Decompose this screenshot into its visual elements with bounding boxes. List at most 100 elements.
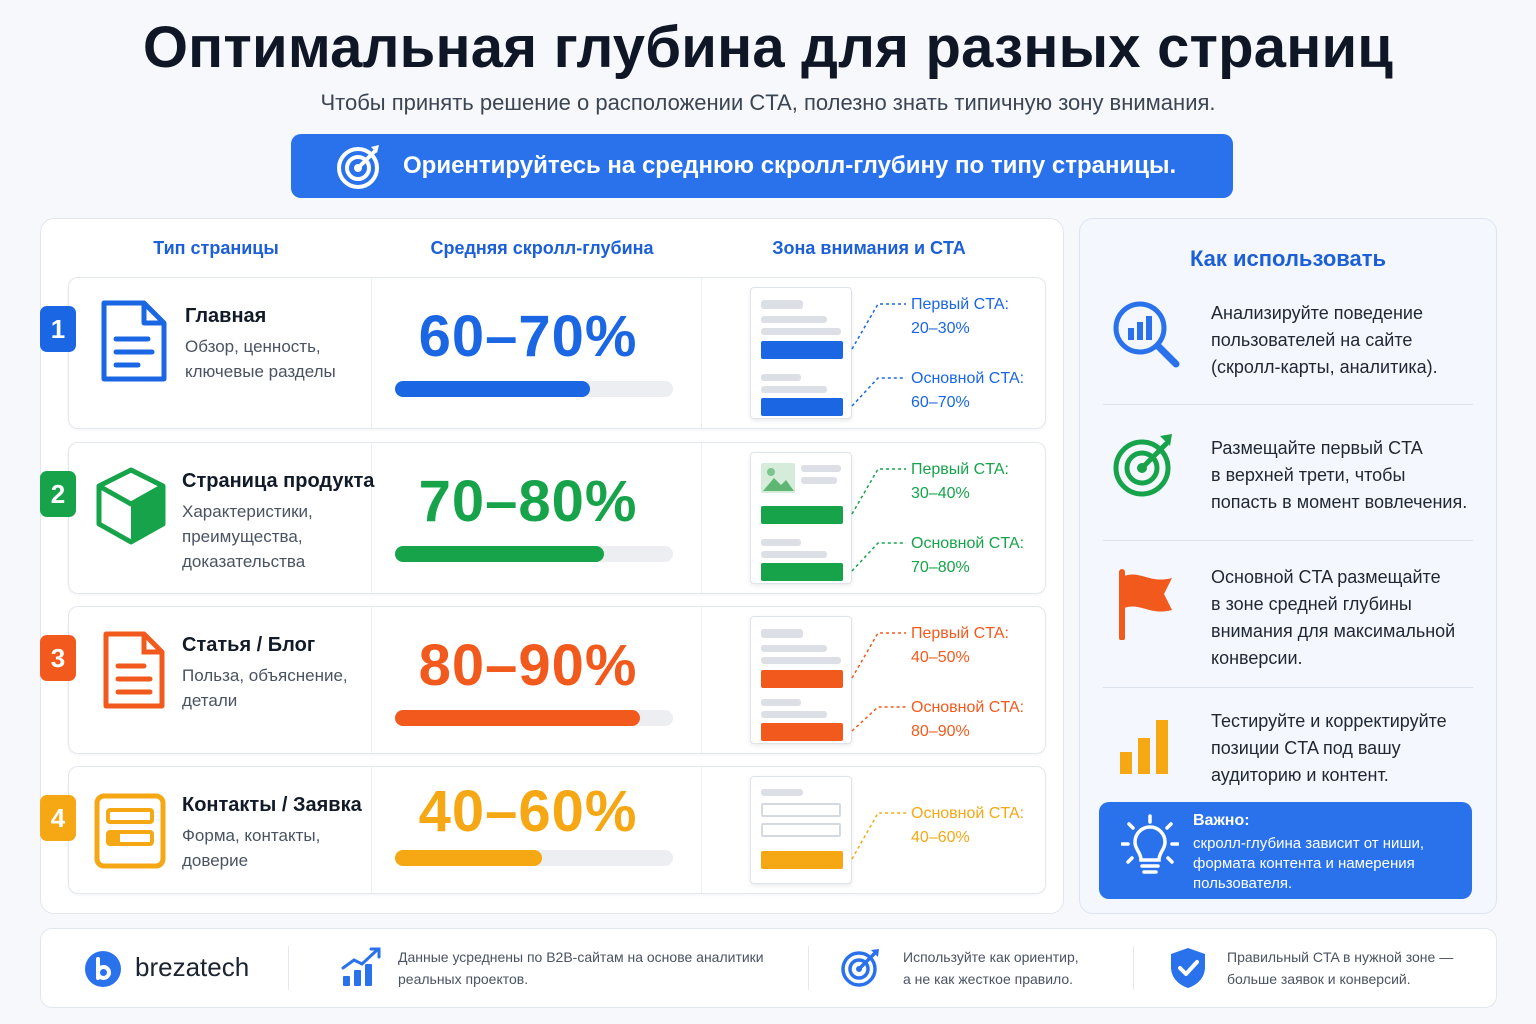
page-type-row <box>68 277 1046 429</box>
usage-tip-line: пользователей на сайте <box>1211 330 1413 350</box>
cta-name: Основной CTA: <box>911 370 1025 387</box>
important-line: формата контента и намерения <box>1193 855 1415 872</box>
column-header-depth: Средняя скролл-глубина <box>430 238 654 258</box>
scroll-depth-bar <box>395 850 673 866</box>
scroll-depth-bar-fill <box>395 546 604 562</box>
cta-block <box>761 506 843 524</box>
row-number: 3 <box>40 635 76 681</box>
scroll-depth-bar-fill <box>395 710 640 726</box>
usage-tip-line: внимания для максимальной <box>1211 621 1456 641</box>
cta-zone-label: Основной CTA: 80–90% <box>911 696 1024 744</box>
usage-tip-line: Тестируйте и корректируйте <box>1211 711 1447 731</box>
scroll-depth-bar <box>395 546 673 562</box>
description-line: преимущества, <box>182 527 303 546</box>
row-number: 4 <box>40 795 76 841</box>
page-type-name: Страница продукта <box>182 470 375 492</box>
cta-depth: 60–70% <box>911 394 970 411</box>
tip-divider <box>1103 687 1473 688</box>
page-mockup <box>750 776 852 884</box>
growth-chart-icon <box>341 947 381 986</box>
tip-divider <box>1103 404 1473 405</box>
usage-tip-line: (скролл-карты, аналитика). <box>1211 357 1438 377</box>
page-type-name: Статья / Блог <box>182 634 316 656</box>
description-line: доверие <box>182 851 249 870</box>
footer-divider <box>288 946 289 990</box>
usage-tip: Тестируйте и корректируйте позиции CTA по… <box>1211 708 1447 789</box>
important-line: скролл-глубина зависит от ниши, <box>1193 835 1425 852</box>
cta-leader-line <box>851 706 906 732</box>
cta-block <box>761 851 843 869</box>
page-mockup <box>750 616 852 744</box>
cta-name: Первый CTA: <box>911 461 1009 478</box>
usage-tip-line: конверсии. <box>1211 648 1303 668</box>
page-mockup <box>750 452 852 584</box>
document-icon <box>98 299 170 383</box>
description-line: Обзор, ценность, <box>185 337 321 356</box>
page-type-description: Характеристики, преимущества, доказательст… <box>182 499 313 574</box>
description-line: Характеристики, <box>182 502 313 521</box>
page-type-description: Обзор, ценность, ключевые разделы <box>185 334 336 384</box>
box-icon <box>95 464 167 548</box>
cta-depth: 40–50% <box>911 649 970 666</box>
image-icon <box>761 463 795 493</box>
page-type-row <box>68 442 1046 594</box>
cta-leader-line <box>851 303 906 350</box>
cta-block <box>761 670 843 688</box>
important-title: Важно: <box>1193 812 1250 829</box>
brand-name: brezatech <box>135 952 250 982</box>
cta-name: Первый CTA: <box>911 296 1009 313</box>
important-line: пользователя. <box>1193 875 1293 892</box>
usage-tip: Анализируйте поведение пользователей на с… <box>1211 300 1438 381</box>
scroll-depth-value: 70–80% <box>418 469 638 534</box>
usage-title: Как использовать <box>1189 246 1387 271</box>
scroll-depth-value: 60–70% <box>418 304 638 369</box>
row-number: 1 <box>40 306 76 352</box>
cta-name: Основной CTA: <box>911 805 1025 822</box>
scroll-depth-value: 80–90% <box>418 633 638 698</box>
page-subtitle: Чтобы принять решение о расположении CTA… <box>320 90 1216 115</box>
page-type-description: Форма, контакты, доверие <box>182 823 320 873</box>
cta-leader-line <box>851 542 906 572</box>
usage-tip-line: в верхней трети, чтобы <box>1211 465 1406 485</box>
cta-leader-line <box>851 632 906 679</box>
important-text: скролл-глубина зависит от ниши, формата … <box>1193 834 1463 894</box>
form-icon <box>94 788 166 872</box>
page-type-name: Контакты / Заявка <box>182 794 362 816</box>
page-title: Оптимальная глубина для разных страниц <box>142 15 1394 80</box>
scroll-depth-value: 40–60% <box>418 779 638 844</box>
tip-divider <box>1103 540 1473 541</box>
usage-tip-line: попасть в момент вовлечения. <box>1211 492 1468 512</box>
cta-name: Основной CTA: <box>911 699 1025 716</box>
usage-tip-line: позиции CTA под вашу <box>1211 738 1401 758</box>
cta-block <box>761 341 843 359</box>
page-type-name: Главная <box>185 305 267 327</box>
usage-tip-line: Основной CTA размещайте <box>1211 567 1441 587</box>
cta-depth: 30–40% <box>911 485 970 502</box>
footer-note-data: Данные усреднены по B2B-сайтам на основе… <box>398 946 764 990</box>
brand-logo-icon <box>85 951 121 987</box>
article-icon <box>98 628 170 712</box>
lightbulb-icon <box>1121 814 1179 874</box>
cta-zone-label: Основной CTA: 70–80% <box>911 532 1024 580</box>
description-line: Польза, объяснение, <box>182 666 348 685</box>
cta-leader-line <box>851 468 906 515</box>
banner-text: Ориентируйтесь на среднюю скролл-глубину… <box>403 152 1177 179</box>
cta-depth: 40–60% <box>911 829 970 846</box>
cta-zone-label: Первый CTA: 40–50% <box>911 622 1009 670</box>
scroll-depth-bar <box>395 710 673 726</box>
cta-depth: 20–30% <box>911 320 970 337</box>
cta-zone-label: Первый CTA: 20–30% <box>911 293 1009 341</box>
cta-zone-label: Основной CTA: 60–70% <box>911 367 1024 415</box>
footer-note-guide: Используйте как ориентир, а не как жестк… <box>903 946 1079 990</box>
target-icon <box>1110 428 1182 500</box>
flag-icon <box>1110 568 1182 641</box>
scroll-depth-bar-fill <box>395 850 542 866</box>
page-type-description: Польза, объяснение, детали <box>182 663 348 713</box>
row-number: 2 <box>40 471 76 517</box>
usage-tip-line: Анализируйте поведение <box>1211 303 1423 323</box>
important-note: Важно: скролл-глубина зависит от ниши, ф… <box>1099 802 1472 899</box>
description-line: доказательства <box>182 552 306 571</box>
cta-block <box>761 563 843 581</box>
cta-leader-line <box>851 377 906 407</box>
footer-note-line: больше заявок и конверсий. <box>1227 971 1411 987</box>
